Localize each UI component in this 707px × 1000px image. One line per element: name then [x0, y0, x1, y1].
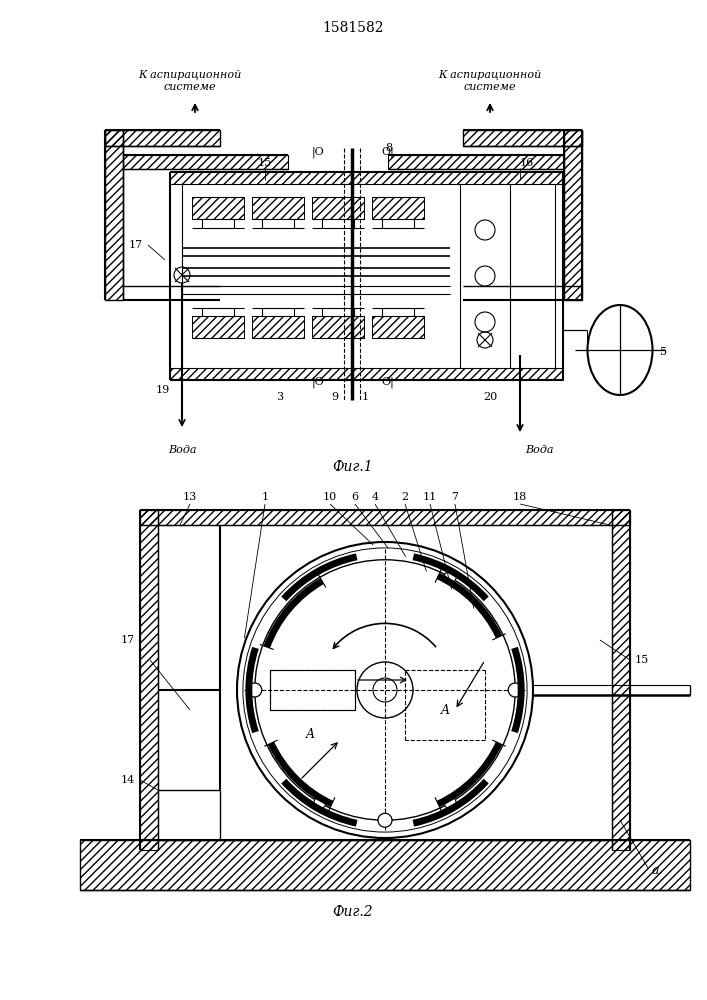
Text: 18: 18: [513, 492, 527, 502]
Text: 15: 15: [635, 655, 649, 665]
Bar: [564, 130, 582, 300]
Text: 16: 16: [520, 158, 534, 168]
Text: |O: |O: [312, 376, 325, 388]
Text: |O: |O: [312, 146, 325, 158]
Text: Фиг.2: Фиг.2: [333, 905, 373, 919]
Bar: [372, 197, 424, 219]
Bar: [463, 130, 582, 146]
Bar: [388, 155, 564, 169]
Bar: [123, 155, 288, 169]
Text: Фиг.1: Фиг.1: [333, 460, 373, 474]
Text: а.: а.: [652, 863, 663, 876]
Bar: [252, 316, 304, 338]
Bar: [270, 670, 355, 710]
Text: O|: O|: [382, 146, 395, 158]
Bar: [170, 368, 563, 380]
Circle shape: [314, 797, 326, 809]
Circle shape: [249, 684, 261, 696]
Text: O|: O|: [382, 376, 395, 388]
Bar: [80, 840, 690, 890]
Bar: [192, 316, 244, 338]
Circle shape: [444, 797, 456, 809]
Bar: [140, 510, 158, 850]
Bar: [252, 197, 304, 219]
Text: 19: 19: [156, 385, 170, 395]
Text: 6: 6: [351, 492, 358, 502]
Text: 5: 5: [660, 347, 667, 357]
Text: 1: 1: [361, 392, 368, 402]
Text: К аспирационной
системе: К аспирационной системе: [139, 70, 242, 92]
Text: 11: 11: [423, 492, 437, 502]
Text: 4: 4: [371, 492, 378, 502]
Text: 17: 17: [129, 240, 143, 250]
Text: Вода: Вода: [168, 445, 197, 455]
Bar: [312, 197, 364, 219]
Text: 8: 8: [385, 143, 392, 153]
Text: A: A: [440, 704, 450, 716]
Text: 14: 14: [121, 775, 135, 785]
Bar: [105, 130, 220, 146]
Text: A: A: [305, 728, 315, 742]
Text: 1581582: 1581582: [322, 21, 384, 35]
Bar: [612, 510, 630, 850]
Text: 7: 7: [452, 492, 459, 502]
Text: 1: 1: [262, 492, 269, 502]
Text: 3: 3: [276, 392, 284, 402]
Text: 17: 17: [121, 635, 135, 645]
Bar: [192, 197, 244, 219]
Circle shape: [444, 571, 456, 583]
Bar: [140, 510, 630, 525]
Circle shape: [247, 683, 262, 697]
Circle shape: [508, 683, 522, 697]
Bar: [312, 316, 364, 338]
Circle shape: [378, 813, 392, 827]
Bar: [105, 130, 123, 300]
Text: 15: 15: [258, 158, 272, 168]
Text: 10: 10: [323, 492, 337, 502]
Text: 20: 20: [483, 392, 497, 402]
Text: 2: 2: [402, 492, 409, 502]
Text: Вода: Вода: [525, 445, 554, 455]
Text: 13: 13: [183, 492, 197, 502]
Bar: [170, 172, 563, 184]
Text: 9: 9: [332, 392, 339, 402]
Text: К аспирационной
системе: К аспирационной системе: [438, 70, 542, 92]
Bar: [372, 316, 424, 338]
